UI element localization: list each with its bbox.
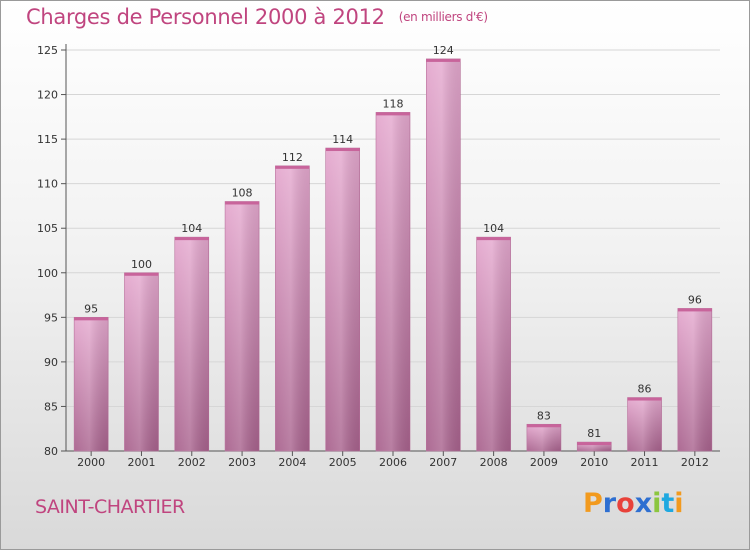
y-tick-label: 125 [37,44,58,57]
data-label: 124 [433,44,454,57]
bar-cap [677,308,712,312]
y-tick-label: 80 [44,445,58,458]
y-tick-label: 115 [37,133,58,146]
data-label: 86 [638,383,652,396]
x-tick-label: 2004 [278,456,306,469]
bar-shine [174,237,209,451]
bar-shine [275,165,310,451]
y-tick-label: 110 [37,178,58,191]
bar-shine [74,317,109,451]
data-label: 104 [181,222,202,235]
bar-cap [74,317,109,321]
brand-letter: x [634,488,653,519]
x-tick-label: 2001 [127,456,155,469]
x-tick-label: 2006 [379,456,407,469]
brand-letter: P [583,488,603,519]
bar-cap [376,112,410,116]
bar-shine [325,148,360,451]
bars [73,58,713,452]
title-text: Charges de Personnel 2000 à 2012 [26,5,385,29]
bar-cap [275,165,310,169]
y-tick-label: 95 [44,311,58,324]
x-tick-label: 2005 [329,456,357,469]
x-tick-label: 2011 [631,456,659,469]
y-tick-label: 100 [37,267,58,280]
y-tick-label: 90 [44,356,58,369]
bar-shine [124,272,159,451]
brand-letter: i [652,488,662,519]
brand-logo: Proxiti [583,488,684,519]
brand-letter: i [674,488,684,519]
data-label: 118 [383,97,404,110]
bar-cap [325,148,360,152]
bar-shine [577,442,612,451]
data-label: 100 [131,258,152,271]
brand-letter: o [616,488,635,519]
bar-cap [627,397,662,401]
data-label: 104 [483,222,504,235]
bar-shine [225,201,260,451]
x-tick-label: 2003 [228,456,256,469]
bar-shine [526,424,561,451]
bar-cap [526,424,561,428]
bar-cap [426,58,461,62]
bar-shine [627,397,662,451]
x-tick-label: 2000 [77,456,105,469]
unit-text: (en milliers d'€) [398,10,488,24]
data-labels: 95 100 104 108 112 114 118 124 104 83 81 86 96 [84,44,702,440]
chart-title: Charges de Personnel 2000 à 2012 (en mill… [26,5,488,29]
y-tick-label: 105 [37,222,58,235]
data-label: 112 [282,151,303,164]
bar-shine [677,308,712,451]
bar-cap [476,237,511,241]
bar-shine [376,112,410,451]
bar-cap [124,272,159,276]
data-label: 108 [232,186,253,199]
commune-name: SAINT-CHARTIER [35,496,185,518]
x-tick-label: 2010 [580,456,608,469]
data-label: 114 [332,133,353,146]
y-tick-label: 120 [37,89,58,102]
bar-shine [476,237,511,451]
x-tick-label: 2009 [530,456,558,469]
x-tick-label: 2007 [429,456,457,469]
x-tick-label: 2002 [178,456,206,469]
bar-cap [174,237,209,241]
x-tick-label: 2008 [480,456,508,469]
x-tick-label: 2012 [681,456,709,469]
bar-cap [225,201,260,205]
bar-shine [426,58,461,452]
data-label: 81 [587,427,601,440]
data-label: 83 [537,409,551,422]
brand-letter: t [661,488,675,519]
bar-cap [577,442,612,446]
data-label: 95 [84,302,98,315]
brand-letter: r [602,488,617,519]
data-label: 96 [688,293,702,306]
y-tick-label: 85 [44,400,58,413]
